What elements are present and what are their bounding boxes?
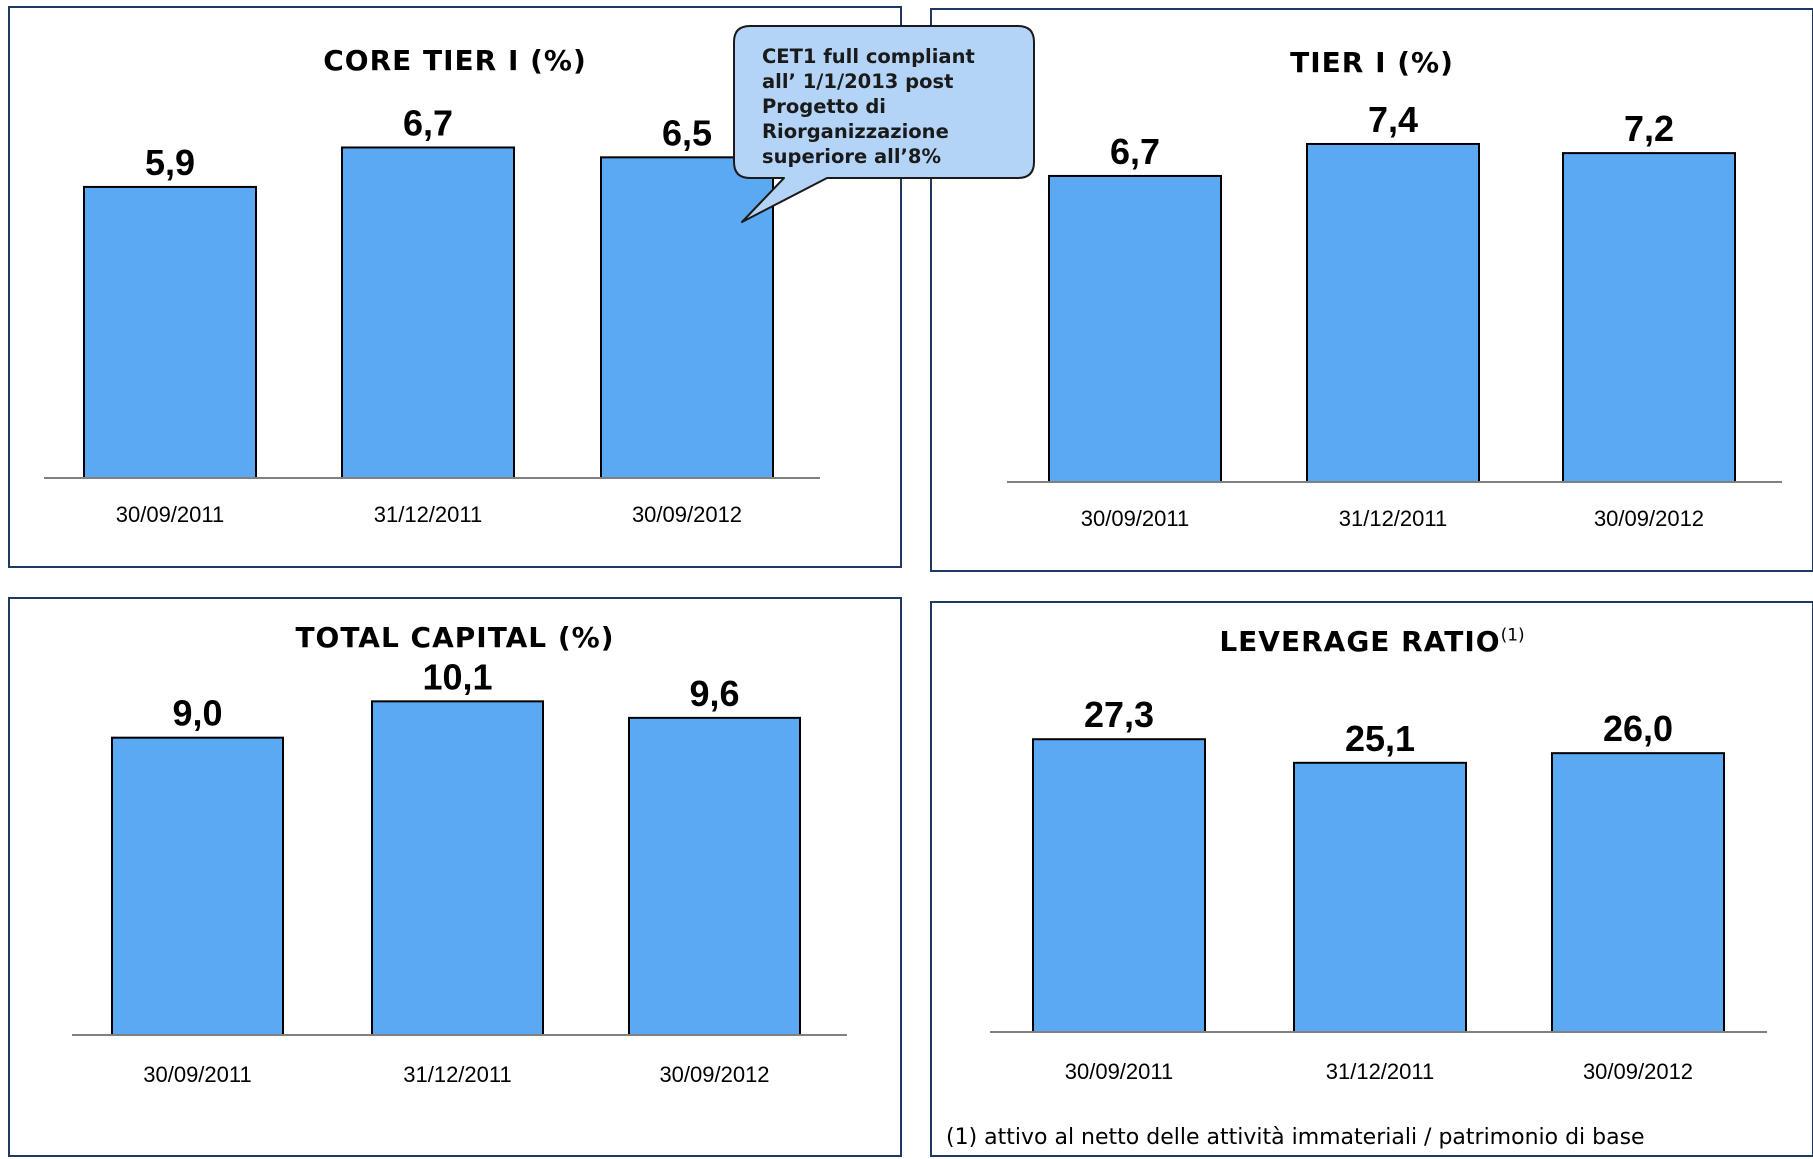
callout-line: CET1 full compliant (762, 45, 975, 68)
x-tick-label: 31/12/2011 (374, 502, 482, 527)
callout-line: superiore all’8% (762, 145, 942, 168)
x-tick-label: 30/09/2011 (1081, 506, 1189, 531)
footnote: (1) attivo al netto delle attività immat… (946, 1125, 1645, 1150)
data-label: 6,7 (403, 102, 453, 143)
data-label: 25,1 (1345, 718, 1415, 759)
callout-bubble (733, 25, 1035, 223)
total-capital-panel: TOTAL CAPITAL (%) 9,0 30/09/2011 10,1 31/12… (8, 597, 902, 1157)
chart-title: TOTAL CAPITAL (%) (295, 621, 615, 654)
x-tick-label: 31/12/2011 (1339, 506, 1447, 531)
tier-1-chart: 6,7 30/09/2011 7,4 31/12/2011 7,2 30/09/2012 (1007, 99, 1782, 531)
callout-line: Progetto di (762, 95, 886, 118)
callout-line: Riorganizzazione (762, 120, 949, 143)
bar (1048, 174, 1222, 483)
bar (341, 146, 515, 479)
bar (600, 156, 774, 479)
tier-1-panel: TIER I (%) 6,7 30/09/2011 7,4 31/12/2011 7,2… (930, 8, 1813, 572)
x-tick-label: 31/12/2011 (403, 1062, 511, 1087)
x-tick-label: 30/09/2012 (632, 502, 742, 527)
bar (628, 716, 801, 1036)
footnote-marker: (1) (1500, 625, 1525, 646)
x-tick-label: 30/09/2011 (143, 1062, 251, 1087)
data-label: 9,6 (689, 673, 739, 714)
total-capital-chart: 9,0 30/09/2011 10,1 31/12/2011 9,6 30/09/2012 (72, 656, 847, 1087)
callout-shape (733, 25, 1035, 223)
chart-title: TIER I (%) (1290, 46, 1454, 79)
data-label: 26,0 (1603, 708, 1673, 749)
data-label: 7,4 (1368, 99, 1418, 140)
callout-line: all’ 1/1/2013 post (762, 70, 954, 93)
x-tick-label: 30/09/2011 (116, 502, 224, 527)
bar (371, 700, 544, 1036)
bar (1562, 152, 1736, 483)
callout-text: CET1 full compliant all’ 1/1/2013 post P… (762, 44, 1042, 169)
data-label: 5,9 (145, 142, 195, 183)
leverage-ratio-chart: 27,3 30/09/2011 25,1 31/12/2011 26,0 30/09/20… (990, 694, 1767, 1084)
bar (1032, 738, 1206, 1034)
chart-title: LEVERAGE RATIO(1) (932, 625, 1812, 658)
chart-title: CORE TIER I (%) (323, 44, 587, 77)
x-tick-label: 30/09/2012 (1583, 1059, 1693, 1084)
data-label: 9,0 (172, 693, 222, 734)
leverage-ratio-panel: LEVERAGE RATIO(1) 27,3 30/09/2011 25,1 31/1… (930, 601, 1813, 1157)
data-label: 10,1 (422, 656, 492, 697)
bar (83, 185, 257, 480)
bar (1551, 752, 1725, 1033)
x-tick-label: 30/09/2011 (1065, 1059, 1173, 1084)
x-tick-label: 30/09/2012 (1594, 506, 1704, 531)
data-label: 7,2 (1624, 108, 1674, 149)
x-tick-label: 31/12/2011 (1326, 1059, 1434, 1084)
chart-title-text: LEVERAGE RATIO (1219, 625, 1501, 658)
core-tier-1-chart: 5,9 30/09/2011 6,7 31/12/2011 6,5 30/09/2012 (44, 102, 820, 527)
bar (1293, 761, 1467, 1034)
x-tick-label: 30/09/2012 (659, 1062, 769, 1087)
bar (1306, 142, 1480, 483)
data-label: 27,3 (1084, 694, 1154, 735)
data-label: 6,7 (1110, 131, 1160, 172)
bar (111, 736, 284, 1037)
data-label: 6,5 (662, 112, 712, 153)
